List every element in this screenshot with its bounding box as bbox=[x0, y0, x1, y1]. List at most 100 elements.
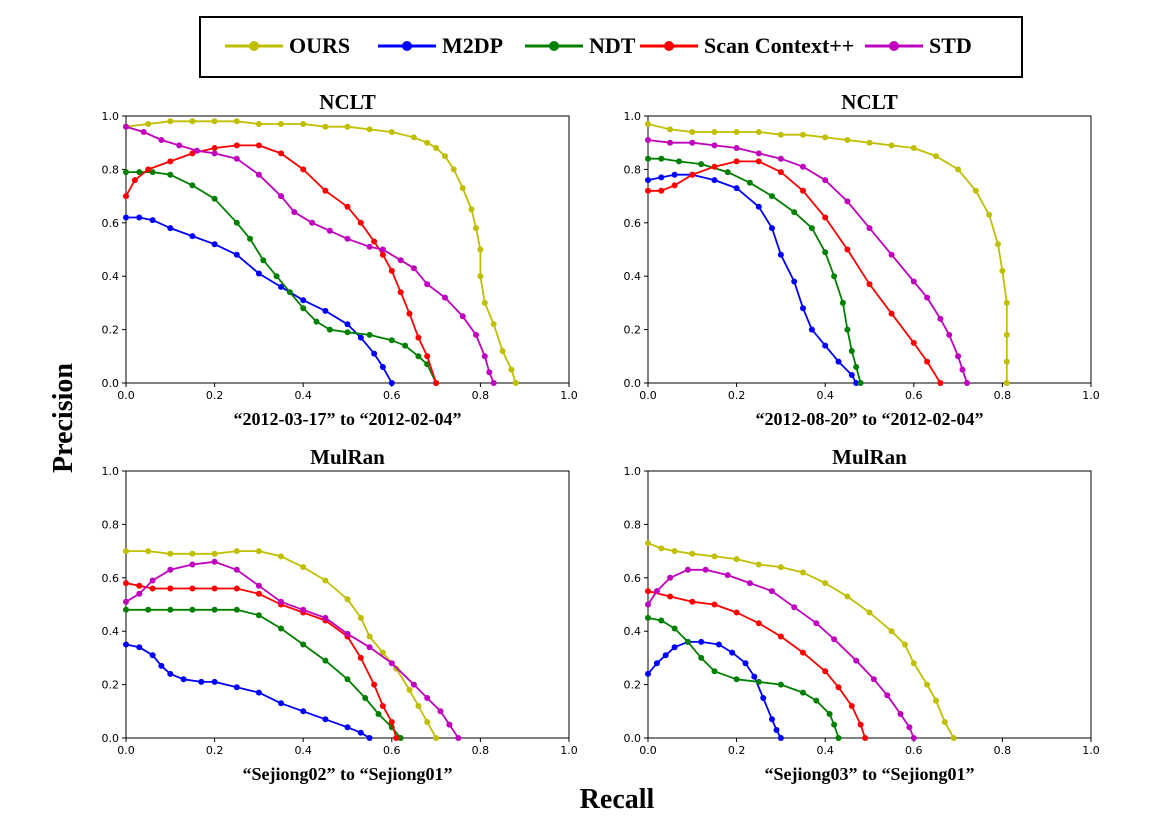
data-point-m2dp bbox=[123, 641, 129, 648]
data-point-std bbox=[946, 331, 953, 338]
data-point-std bbox=[853, 657, 860, 664]
series-ndt bbox=[645, 614, 842, 741]
data-point-scan-context bbox=[800, 187, 806, 194]
data-point-ours bbox=[689, 550, 696, 557]
data-point-scan-context bbox=[800, 649, 806, 656]
series-std bbox=[645, 566, 917, 741]
data-point-m2dp bbox=[733, 185, 740, 192]
data-point-ours bbox=[499, 348, 506, 354]
data-point-std bbox=[689, 139, 696, 146]
data-point-std bbox=[724, 572, 731, 579]
data-point-m2dp bbox=[791, 278, 798, 285]
x-tick-label: 0.6 bbox=[383, 744, 401, 757]
data-point-ours bbox=[278, 553, 284, 560]
data-point-ndt bbox=[326, 326, 333, 333]
data-point-std bbox=[473, 331, 479, 338]
x-tick-label: 0.2 bbox=[206, 744, 224, 757]
x-tick-label: 1.0 bbox=[560, 389, 578, 402]
data-point-std bbox=[490, 380, 497, 386]
data-point-std bbox=[800, 163, 806, 170]
data-point-m2dp bbox=[211, 678, 218, 685]
data-point-ndt bbox=[831, 273, 838, 280]
data-point-ndt bbox=[835, 735, 842, 741]
panel-title: NCLT bbox=[841, 90, 897, 114]
data-point-m2dp bbox=[769, 716, 775, 723]
data-point-ndt bbox=[167, 606, 174, 613]
data-point-ours bbox=[344, 123, 351, 130]
data-point-scan-context bbox=[777, 169, 784, 176]
data-point-scan-context bbox=[278, 150, 284, 157]
data-point-std bbox=[424, 281, 431, 288]
data-point-ndt bbox=[189, 182, 196, 189]
data-point-ours bbox=[999, 267, 1006, 274]
data-point-m2dp bbox=[645, 177, 651, 184]
panel-1: NCLT 0.0 0.2 0.4 0.6 0.8 1.0 0.0 0.2 0.4 0.6 0.8 1.0… bbox=[102, 90, 578, 429]
legend-entry-m2dp: M2DP bbox=[378, 33, 503, 58]
data-point-ours bbox=[689, 129, 696, 135]
data-point-m2dp bbox=[848, 372, 855, 378]
data-point-ndt bbox=[123, 606, 129, 613]
axes-frame bbox=[125, 470, 570, 739]
data-point-ours bbox=[300, 564, 307, 571]
data-point-m2dp bbox=[278, 700, 284, 707]
data-point-ours bbox=[211, 118, 218, 125]
data-point-ndt bbox=[746, 179, 753, 186]
data-point-m2dp bbox=[742, 660, 749, 667]
data-point-std bbox=[866, 225, 873, 232]
data-point-std bbox=[924, 294, 931, 301]
data-point-ndt bbox=[123, 169, 129, 176]
panel-title: MulRan bbox=[310, 445, 385, 469]
data-point-ours bbox=[322, 123, 329, 130]
y-tick-label: 0.4 bbox=[624, 625, 642, 638]
data-point-ndt bbox=[808, 225, 815, 232]
legend-label-ours: OURS bbox=[289, 33, 350, 58]
x-tick-label: 1.0 bbox=[1082, 389, 1100, 402]
series-ndt bbox=[645, 155, 864, 386]
data-point-m2dp bbox=[357, 729, 364, 736]
legend-entry-ndt: NDT bbox=[525, 33, 636, 58]
data-point-ndt bbox=[676, 158, 682, 165]
data-point-ours bbox=[822, 580, 829, 587]
data-point-scan-context bbox=[667, 593, 674, 600]
data-point-ours bbox=[667, 126, 674, 133]
data-point-ours bbox=[424, 719, 431, 725]
data-point-ours bbox=[910, 660, 917, 667]
panel-4: MulRan 0.0 0.2 0.4 0.6 0.8 1.0 0.0 0.2 0.4 0.6 0.8 1… bbox=[624, 445, 1100, 784]
legend-marker-m2dp bbox=[402, 41, 412, 51]
data-point-m2dp bbox=[715, 641, 722, 648]
data-point-m2dp bbox=[136, 644, 143, 651]
data-point-scan-context bbox=[357, 654, 364, 661]
x-tick-label: 0.2 bbox=[728, 389, 746, 402]
data-point-ours bbox=[123, 548, 129, 555]
data-point-m2dp bbox=[751, 673, 758, 680]
legend-marker-ndt bbox=[549, 41, 559, 51]
y-tick-label: 0.0 bbox=[102, 377, 120, 390]
data-point-std bbox=[366, 644, 373, 651]
series-line-ndt bbox=[647, 617, 840, 739]
data-point-ndt bbox=[300, 641, 307, 648]
data-point-scan-context bbox=[415, 334, 422, 341]
data-point-std bbox=[844, 198, 851, 205]
data-point-ndt bbox=[388, 337, 395, 344]
data-point-ours bbox=[755, 129, 762, 135]
data-point-m2dp bbox=[211, 241, 218, 248]
series-scan-context bbox=[123, 580, 400, 741]
data-point-std bbox=[870, 676, 877, 683]
data-point-ours bbox=[477, 246, 484, 253]
series-scan-context bbox=[645, 158, 944, 386]
data-point-m2dp bbox=[300, 708, 307, 715]
data-point-std bbox=[211, 150, 218, 157]
data-point-std bbox=[300, 606, 307, 613]
legend-marker-ours bbox=[249, 41, 259, 51]
series-ours bbox=[645, 540, 957, 741]
data-point-std bbox=[424, 695, 431, 701]
data-point-ours bbox=[255, 548, 262, 555]
data-point-ours bbox=[1003, 299, 1010, 306]
series-m2dp bbox=[123, 641, 373, 741]
x-tick-label: 1.0 bbox=[1082, 744, 1100, 757]
data-point-scan-context bbox=[379, 703, 386, 709]
y-tick-label: 0.8 bbox=[624, 163, 642, 176]
data-point-ndt bbox=[149, 169, 156, 176]
data-point-m2dp bbox=[357, 334, 364, 341]
